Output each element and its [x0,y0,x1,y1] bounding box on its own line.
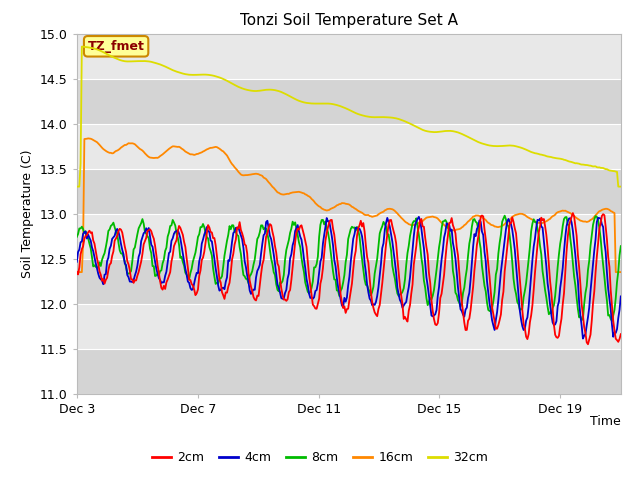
Bar [77,259,621,304]
Legend: 2cm, 4cm, 8cm, 16cm, 32cm: 2cm, 4cm, 8cm, 16cm, 32cm [147,446,493,469]
Bar [77,304,621,348]
Bar [77,168,621,214]
Text: Time: Time [590,415,621,428]
Bar [77,124,621,168]
Bar [77,79,621,124]
Y-axis label: Soil Temperature (C): Soil Temperature (C) [21,149,35,278]
Bar [77,348,621,394]
Bar [77,214,621,259]
Title: Tonzi Soil Temperature Set A: Tonzi Soil Temperature Set A [240,13,458,28]
Text: TZ_fmet: TZ_fmet [88,40,145,53]
Bar [77,34,621,79]
